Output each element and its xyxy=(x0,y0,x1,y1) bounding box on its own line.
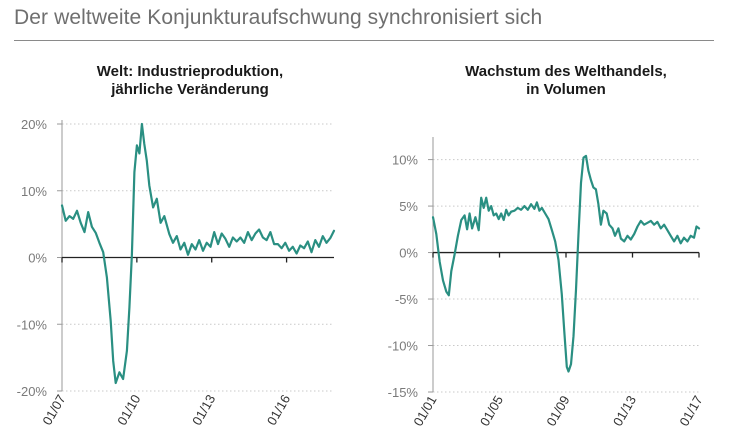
series-layer xyxy=(431,154,701,373)
chart-title-line-1: Wachstum des Welthandels, xyxy=(465,63,667,80)
title-divider xyxy=(14,40,714,41)
y-tick-label: 5% xyxy=(399,199,418,214)
series-layer xyxy=(60,122,336,385)
y-tick-label: -10% xyxy=(388,339,419,354)
series-line xyxy=(431,154,701,373)
y-axis: 20% 10% 0% -10% -20% xyxy=(17,117,63,399)
chart-world-industrial-production: Welt: Industrieproduktion, jährliche Ver… xyxy=(17,63,336,428)
chart-title-line-2: in Volumen xyxy=(526,81,606,98)
page-title: Der weltweite Konjunkturaufschwung synch… xyxy=(14,6,543,29)
y-tick-label: 10% xyxy=(392,153,418,168)
x-axis: 01/07 01/10 01/13 01/16 xyxy=(39,256,334,428)
y-tick-label: -5% xyxy=(395,292,419,307)
x-tick-label: 01/13 xyxy=(189,392,218,428)
chart-title-line-1: Welt: Industrieproduktion, xyxy=(97,63,283,80)
x-axis: 01/01 01/05 01/09 01/13 01/17 xyxy=(410,251,706,429)
y-tick-label: 10% xyxy=(21,184,47,199)
series-line xyxy=(60,122,336,385)
x-tick-label: 01/09 xyxy=(543,393,572,429)
chart-world-trade-growth: Wachstum des Welthandels, in Volumen 10%… xyxy=(388,63,706,429)
x-tick-label: 01/17 xyxy=(676,393,705,429)
y-tick-label: 0% xyxy=(28,251,47,266)
y-tick-label: -10% xyxy=(17,317,48,332)
y-tick-label: 20% xyxy=(21,117,47,132)
x-tick-label: 01/05 xyxy=(477,393,506,429)
x-tick-label: 01/10 xyxy=(114,392,143,428)
chart-title-line-2: jährliche Veränderung xyxy=(110,81,269,98)
y-tick-label: 0% xyxy=(399,246,418,261)
x-tick-label: 01/13 xyxy=(610,393,639,429)
x-tick-label: 01/16 xyxy=(264,392,293,428)
grid-lines xyxy=(62,123,334,392)
y-tick-label: -20% xyxy=(17,384,48,399)
y-axis: 10% 5% 0% -5% -10% -15% xyxy=(388,137,434,400)
y-tick-label: -15% xyxy=(388,385,419,400)
